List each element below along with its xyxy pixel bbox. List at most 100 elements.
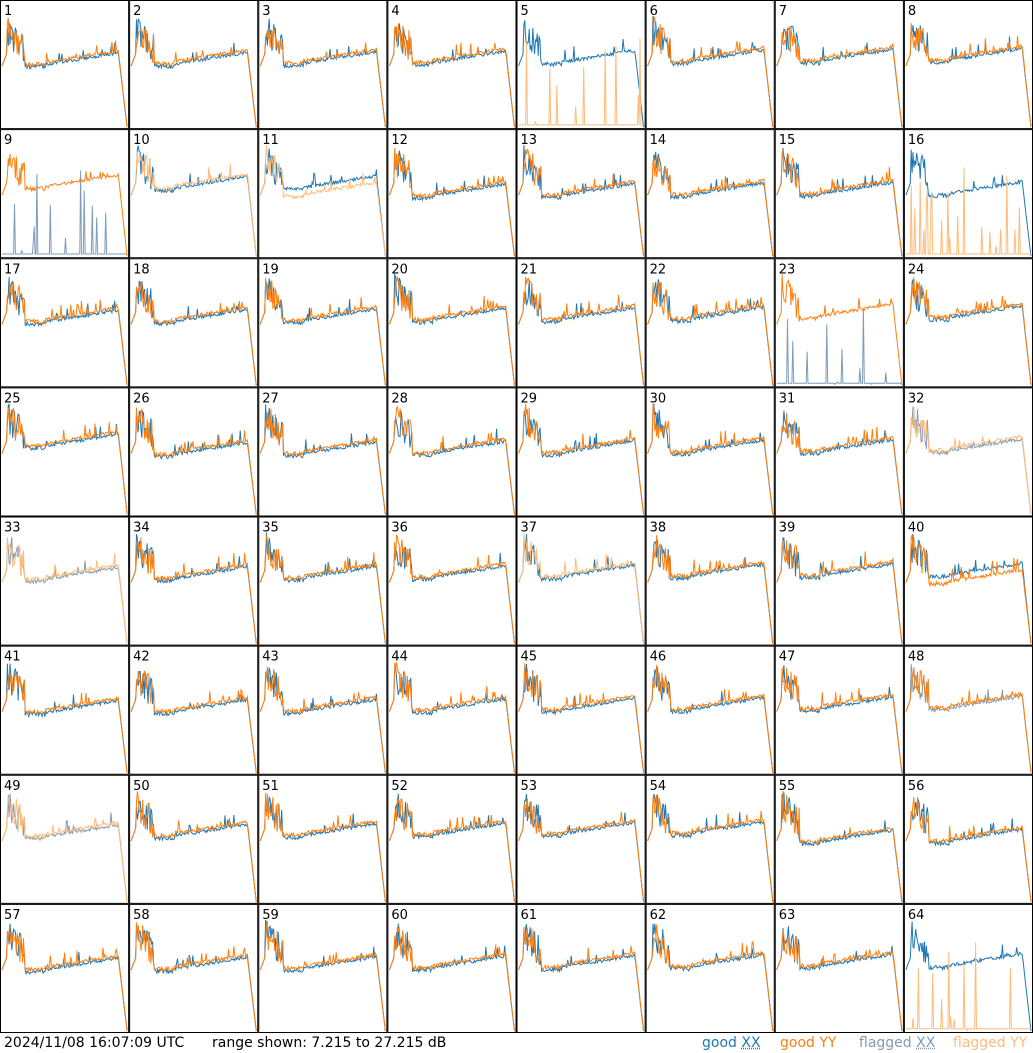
panel-number-label: 54 [650, 779, 667, 794]
panel-57: 57 [0, 903, 130, 1033]
panel-number-label: 27 [262, 391, 279, 406]
yy-series-line [1, 797, 128, 902]
xx-series-line [647, 793, 774, 902]
panel-number-label: 23 [779, 262, 796, 277]
panel-border [258, 0, 388, 130]
panel-52: 52 [387, 774, 517, 904]
panel-31: 31 [774, 387, 904, 517]
panel-number-label: 49 [4, 779, 21, 794]
panel-number-label: 4 [391, 4, 399, 19]
panel-37: 37 [516, 516, 646, 646]
yy-series-line [1, 153, 128, 257]
yy-series-line [776, 274, 903, 386]
xx-series-line [905, 24, 1032, 128]
panel-28: 28 [387, 387, 517, 517]
yy-series-line [259, 535, 386, 644]
panel-border [387, 774, 517, 904]
panel-24: 24 [903, 258, 1033, 388]
yy-series-line [905, 276, 1032, 386]
panel-21: 21 [516, 258, 646, 388]
panel-number-label: 40 [908, 521, 925, 536]
xx-series-line [1, 277, 128, 386]
yy-series-line [1, 537, 128, 644]
panel-number-label: 30 [650, 391, 667, 406]
xx-series-line [518, 924, 645, 1032]
panel-border [516, 129, 646, 259]
panel-number-label: 14 [650, 133, 667, 148]
panel-number-label: 55 [779, 779, 796, 794]
panel-number-label: 5 [521, 4, 529, 19]
legend-flagged-xx: flagged XX [859, 1033, 935, 1053]
panel-number-label: 59 [262, 908, 279, 923]
panel-56: 56 [903, 774, 1033, 904]
legend-word: flagged [953, 1035, 1006, 1051]
yy-series-line [388, 662, 515, 773]
legend-good-xx: good XX [702, 1033, 761, 1053]
legend-pol: XX [916, 1035, 936, 1051]
xx-series-line [388, 666, 515, 773]
panel-border [516, 903, 646, 1033]
panel-38: 38 [645, 516, 775, 646]
panel-border [0, 258, 130, 388]
yy-series-line [130, 407, 257, 515]
panel-border [645, 903, 775, 1033]
panel-number-label: 33 [4, 521, 21, 536]
panel-30: 30 [645, 387, 775, 517]
panel-number-label: 31 [779, 391, 796, 406]
legend-word: flagged [859, 1035, 912, 1051]
xx-series-line [2, 170, 128, 255]
panel-number-label: 19 [262, 262, 279, 277]
yy-series-line [388, 926, 515, 1032]
panel-number-label: 44 [391, 650, 408, 665]
panel-number-label: 52 [391, 779, 408, 794]
xx-series-line [905, 406, 1032, 515]
xx-series-line [130, 145, 257, 257]
panel-border [774, 645, 904, 775]
xx-series-line [647, 667, 774, 773]
panel-number-label: 22 [650, 262, 667, 277]
panel-29: 29 [516, 387, 646, 517]
xx-series-line [776, 25, 903, 128]
xx-series-line [776, 307, 902, 386]
xx-series-line [259, 795, 386, 902]
yy-series-line [259, 408, 386, 515]
footer-bar: 2024/11/08 16:07:09 UTC range shown: 7.2… [0, 1033, 1033, 1053]
panel-border [0, 645, 130, 775]
panel-border [387, 0, 517, 130]
panel-border [774, 903, 904, 1033]
panel-60: 60 [387, 903, 517, 1033]
legend-flagged-yy: flagged YY [953, 1033, 1027, 1053]
panel-border [645, 387, 775, 517]
panel-number-label: 25 [4, 391, 21, 406]
panel-19: 19 [258, 258, 388, 388]
panel-border [0, 0, 130, 130]
panel-number-label: 35 [262, 521, 279, 536]
yy-series-line [130, 922, 257, 1032]
panel-number-label: 6 [650, 4, 658, 19]
panel-6: 6 [645, 0, 775, 130]
yy-series-line [647, 664, 774, 773]
panel-number-label: 11 [262, 133, 279, 148]
panel-number-label: 57 [4, 908, 21, 923]
panel-34: 34 [129, 516, 259, 646]
panel-number-label: 17 [4, 262, 21, 277]
yy-series-line [1, 407, 128, 515]
xx-series-line [1, 663, 128, 773]
panel-border [129, 516, 259, 646]
panel-number-label: 53 [521, 779, 538, 794]
panel-23: 23 [774, 258, 904, 388]
panel-border [516, 258, 646, 388]
yy-series-line [518, 38, 644, 126]
yy-series-line [518, 798, 645, 902]
panel-border [387, 903, 517, 1033]
panel-border [258, 387, 388, 517]
panel-number-label: 1 [4, 4, 12, 19]
panel-50: 50 [129, 774, 259, 904]
xx-series-line [388, 923, 515, 1032]
panel-number-label: 7 [779, 4, 787, 19]
yy-series-line [130, 28, 257, 128]
yy-series-line [647, 924, 774, 1032]
xx-series-line [130, 671, 257, 773]
panel-25: 25 [0, 387, 130, 517]
